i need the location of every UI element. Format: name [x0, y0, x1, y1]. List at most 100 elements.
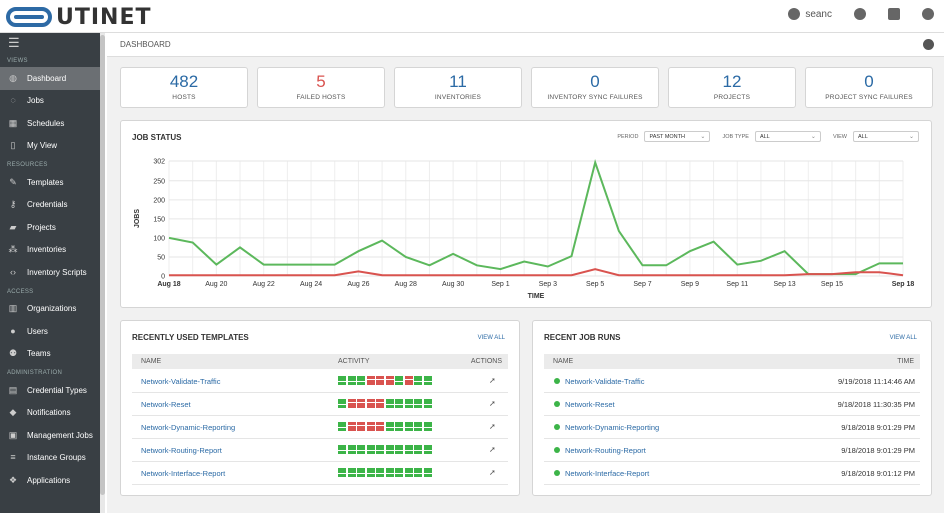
- launch-rocket-icon[interactable]: ➚: [489, 376, 496, 385]
- launch-rocket-icon[interactable]: ➚: [489, 445, 496, 454]
- sidebar-item-users[interactable]: ● Users: [0, 320, 100, 343]
- sidebar-item-dashboard[interactable]: ◍ Dashboard: [0, 67, 100, 90]
- hamburger-menu-icon[interactable]: ☰: [8, 35, 20, 50]
- job-success-indicator[interactable]: [338, 468, 346, 477]
- sidebar-item-organizations[interactable]: ▥ Organizations: [0, 298, 100, 321]
- job-failed-indicator[interactable]: [376, 399, 384, 408]
- launch-rocket-icon[interactable]: ➚: [489, 422, 496, 431]
- sidebar-item-inventories[interactable]: ⁂ Inventories: [0, 239, 100, 262]
- job-success-indicator[interactable]: [347, 376, 356, 385]
- sidebar-item-jobs[interactable]: ◌ Jobs: [0, 90, 100, 113]
- job-failed-indicator[interactable]: [357, 399, 365, 408]
- job-success-indicator[interactable]: [385, 422, 394, 431]
- job-success-indicator[interactable]: [357, 468, 365, 477]
- count-card-inventories[interactable]: 11 INVENTORIES: [394, 67, 522, 108]
- brand-logo[interactable]: UTINET: [6, 5, 152, 30]
- job-success-indicator[interactable]: [414, 468, 422, 477]
- job-success-indicator[interactable]: [423, 399, 432, 408]
- job-success-indicator[interactable]: [414, 445, 422, 454]
- count-card-failed-hosts[interactable]: 5 FAILED HOSTS: [257, 67, 385, 108]
- job-success-indicator[interactable]: [404, 422, 413, 431]
- sidebar-item-my-view[interactable]: ▯ My View: [0, 135, 100, 158]
- job-success-indicator[interactable]: [395, 376, 403, 385]
- sidebar-item-notifications[interactable]: ◆ Notifications: [0, 402, 100, 425]
- job-type-select[interactable]: ALL ⌄: [754, 131, 821, 142]
- sidebar-item-templates[interactable]: ✎ Templates: [0, 171, 100, 194]
- job-failed-indicator[interactable]: [376, 422, 384, 431]
- job-failed-indicator[interactable]: [404, 376, 413, 385]
- book-icon[interactable]: [888, 8, 900, 20]
- job-success-indicator[interactable]: [338, 376, 346, 385]
- job-failed-indicator[interactable]: [347, 422, 356, 431]
- job-success-indicator[interactable]: [357, 445, 365, 454]
- job-success-indicator[interactable]: [366, 445, 375, 454]
- job-success-indicator[interactable]: [395, 422, 403, 431]
- count-card-hosts[interactable]: 482 HOSTS: [120, 67, 248, 108]
- job-name-link[interactable]: Network-Reset: [565, 400, 615, 409]
- launch-rocket-icon[interactable]: ➚: [489, 468, 496, 477]
- info-icon[interactable]: [854, 8, 866, 20]
- launch-rocket-icon[interactable]: ➚: [489, 399, 496, 408]
- job-success-indicator[interactable]: [376, 445, 384, 454]
- job-success-indicator[interactable]: [376, 468, 384, 477]
- job-success-indicator[interactable]: [414, 376, 422, 385]
- sidebar-item-schedules[interactable]: ▦ Schedules: [0, 112, 100, 135]
- job-success-indicator[interactable]: [338, 445, 346, 454]
- job-success-indicator[interactable]: [338, 422, 346, 431]
- job-failed-indicator[interactable]: [347, 399, 356, 408]
- sidebar-item-credential-types[interactable]: ▤ Credential Types: [0, 379, 100, 402]
- count-card-inventory-sync-failures[interactable]: 0 INVENTORY SYNC FAILURES: [531, 67, 659, 108]
- period-select[interactable]: PAST MONTH ⌄: [644, 131, 711, 142]
- job-success-indicator[interactable]: [423, 422, 432, 431]
- job-success-indicator[interactable]: [414, 422, 422, 431]
- sidebar-item-inventory-scripts[interactable]: ‹› Inventory Scripts: [0, 261, 100, 284]
- job-failed-indicator[interactable]: [366, 399, 375, 408]
- job-success-indicator[interactable]: [423, 468, 432, 477]
- sidebar-item-projects[interactable]: ▰ Projects: [0, 216, 100, 239]
- job-name-link[interactable]: Network-Validate-Traffic: [565, 377, 645, 386]
- job-success-indicator[interactable]: [395, 468, 403, 477]
- activity-stream-icon[interactable]: [923, 39, 934, 50]
- job-failed-indicator[interactable]: [366, 422, 375, 431]
- job-success-indicator[interactable]: [366, 468, 375, 477]
- template-name-link[interactable]: Network-Dynamic-Reporting: [141, 423, 236, 432]
- job-success-indicator[interactable]: [395, 399, 403, 408]
- job-failed-indicator[interactable]: [385, 376, 394, 385]
- job-success-indicator[interactable]: [347, 445, 356, 454]
- job-success-indicator[interactable]: [404, 399, 413, 408]
- job-success-indicator[interactable]: [395, 445, 403, 454]
- job-success-indicator[interactable]: [338, 399, 346, 408]
- templates-view-all-link[interactable]: VIEW ALL: [477, 335, 505, 341]
- job-name-link[interactable]: Network-Routing-Report: [565, 446, 646, 455]
- template-name-link[interactable]: Network-Reset: [141, 400, 191, 409]
- count-card-projects[interactable]: 12 PROJECTS: [668, 67, 796, 108]
- job-success-indicator[interactable]: [357, 376, 365, 385]
- view-select[interactable]: ALL ⌄: [853, 131, 919, 142]
- job-success-indicator[interactable]: [423, 376, 432, 385]
- job-success-indicator[interactable]: [423, 445, 432, 454]
- job-failed-indicator[interactable]: [357, 422, 365, 431]
- template-name-link[interactable]: Network-Routing-Report: [141, 446, 222, 455]
- job-success-indicator[interactable]: [347, 468, 356, 477]
- job-runs-view-all-link[interactable]: VIEW ALL: [889, 335, 917, 341]
- job-success-indicator[interactable]: [385, 468, 394, 477]
- job-failed-indicator[interactable]: [376, 376, 384, 385]
- count-card-project-sync-failures[interactable]: 0 PROJECT SYNC FAILURES: [805, 67, 933, 108]
- sidebar-item-management-jobs[interactable]: ▣ Management Jobs: [0, 424, 100, 447]
- sidebar-item-applications[interactable]: ❖ Applications: [0, 469, 100, 492]
- job-success-indicator[interactable]: [385, 399, 394, 408]
- template-name-link[interactable]: Network-Validate-Traffic: [141, 377, 221, 386]
- job-success-indicator[interactable]: [414, 399, 422, 408]
- sidebar-item-teams[interactable]: ⚉ Teams: [0, 343, 100, 366]
- power-icon[interactable]: [922, 8, 934, 20]
- job-name-link[interactable]: Network-Interface-Report: [565, 469, 650, 478]
- user-menu[interactable]: seanc: [788, 8, 832, 20]
- job-success-indicator[interactable]: [385, 445, 394, 454]
- sidebar-scrollbar[interactable]: [100, 33, 105, 513]
- template-name-link[interactable]: Network-Interface-Report: [141, 469, 226, 478]
- job-success-indicator[interactable]: [404, 445, 413, 454]
- job-failed-indicator[interactable]: [366, 376, 375, 385]
- job-success-indicator[interactable]: [404, 468, 413, 477]
- sidebar-item-credentials[interactable]: ⚷ Credentials: [0, 194, 100, 217]
- sidebar-item-instance-groups[interactable]: ≡ Instance Groups: [0, 447, 100, 470]
